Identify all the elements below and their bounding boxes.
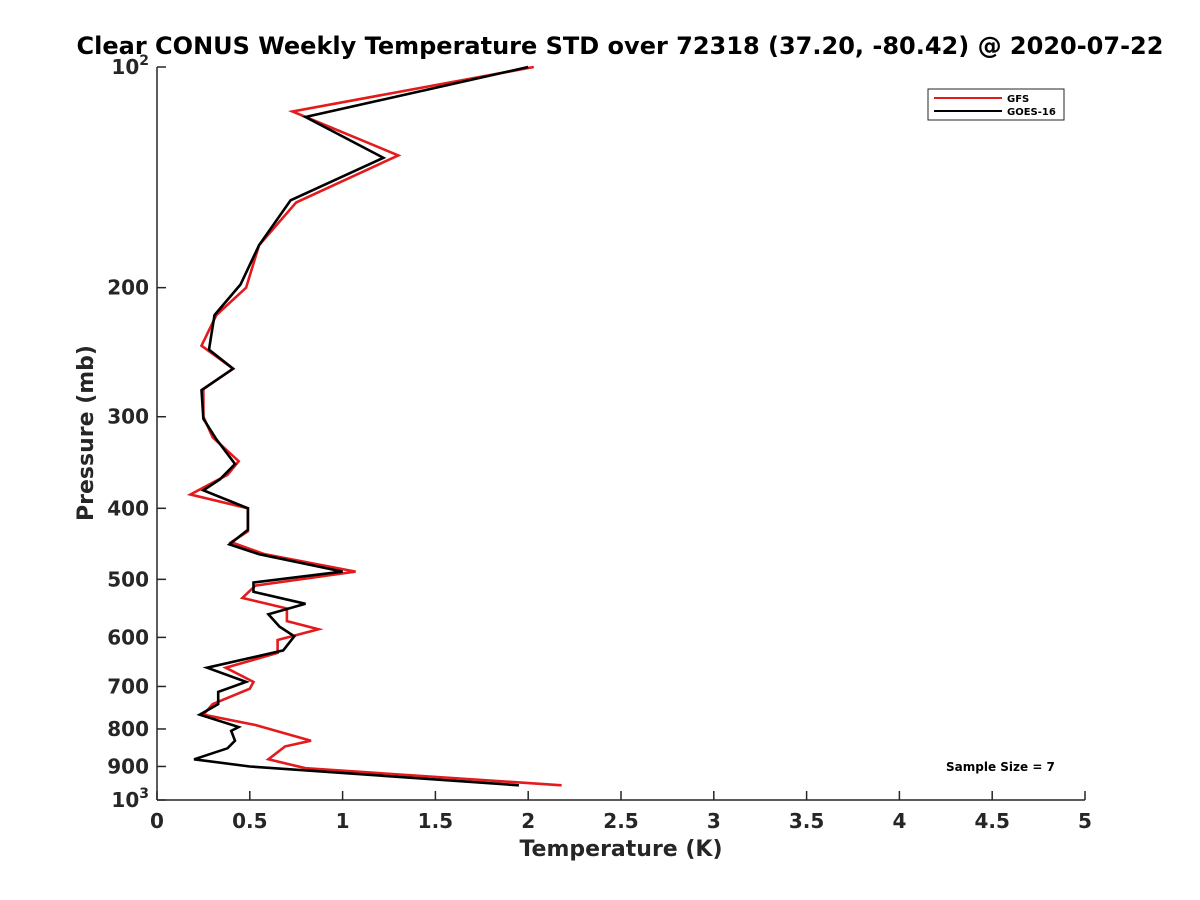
y-tick-label: 900 (107, 754, 149, 778)
x-tick-label: 4.5 (974, 809, 1009, 833)
y-tick-label: 700 (107, 674, 149, 698)
x-tick-label: 0 (150, 809, 164, 833)
x-axis-label: Temperature (K) (519, 837, 722, 862)
y-tick-label: 800 (107, 717, 149, 741)
legend: GFS GOES-16 (927, 88, 1065, 121)
legend-label-goes16: GOES-16 (1007, 107, 1056, 118)
y-tick-label: 600 (107, 625, 149, 649)
y-tick-base: 500 (107, 567, 149, 591)
series-line-goes-16 (193, 65, 529, 787)
y-tick-label: 103 (111, 786, 149, 812)
chart-title: Clear CONUS Weekly Temperature STD over … (77, 32, 1164, 60)
y-axis-label: Pressure (mb) (74, 345, 99, 521)
y-tick-base: 10 (111, 55, 139, 79)
x-tick-label: 0.5 (232, 809, 267, 833)
y-tick-exponent: 3 (139, 786, 149, 802)
y-tick-label: 300 (107, 405, 149, 429)
y-tick-base: 10 (111, 788, 139, 812)
x-tick-label: 3.5 (789, 809, 824, 833)
y-tick-exponent: 2 (139, 53, 149, 69)
y-tick-base: 300 (107, 405, 149, 429)
legend-label-gfs: GFS (1007, 94, 1029, 105)
y-tick-base: 900 (107, 754, 149, 778)
x-ticks: 0 0.5 1 1.5 2 2.5 3 3.5 4 4.5 5 (150, 791, 1092, 833)
x-tick-label: 2.5 (603, 809, 638, 833)
sample-size-annotation: Sample Size = 7 (946, 760, 1055, 774)
y-tick-base: 700 (107, 674, 149, 698)
plot-area: 0 0.5 1 1.5 2 2.5 3 3.5 4 4.5 5 102200300400500600… (107, 53, 1092, 833)
legend-box (927, 88, 1065, 121)
y-tick-label: 500 (107, 567, 149, 591)
x-tick-label: 2 (521, 809, 535, 833)
y-tick-base: 400 (107, 496, 149, 520)
y-tick-base: 800 (107, 717, 149, 741)
x-tick-label: 1 (336, 809, 350, 833)
y-tick-label: 102 (111, 53, 149, 79)
x-tick-label: 3 (707, 809, 721, 833)
y-tick-base: 600 (107, 625, 149, 649)
x-tick-label: 5 (1078, 809, 1092, 833)
y-tick-label: 200 (107, 276, 149, 300)
y-tick-label: 400 (107, 496, 149, 520)
x-tick-label: 1.5 (418, 809, 453, 833)
x-tick-label: 4 (892, 809, 906, 833)
y-tick-base: 200 (107, 276, 149, 300)
series-layer (186, 65, 562, 787)
